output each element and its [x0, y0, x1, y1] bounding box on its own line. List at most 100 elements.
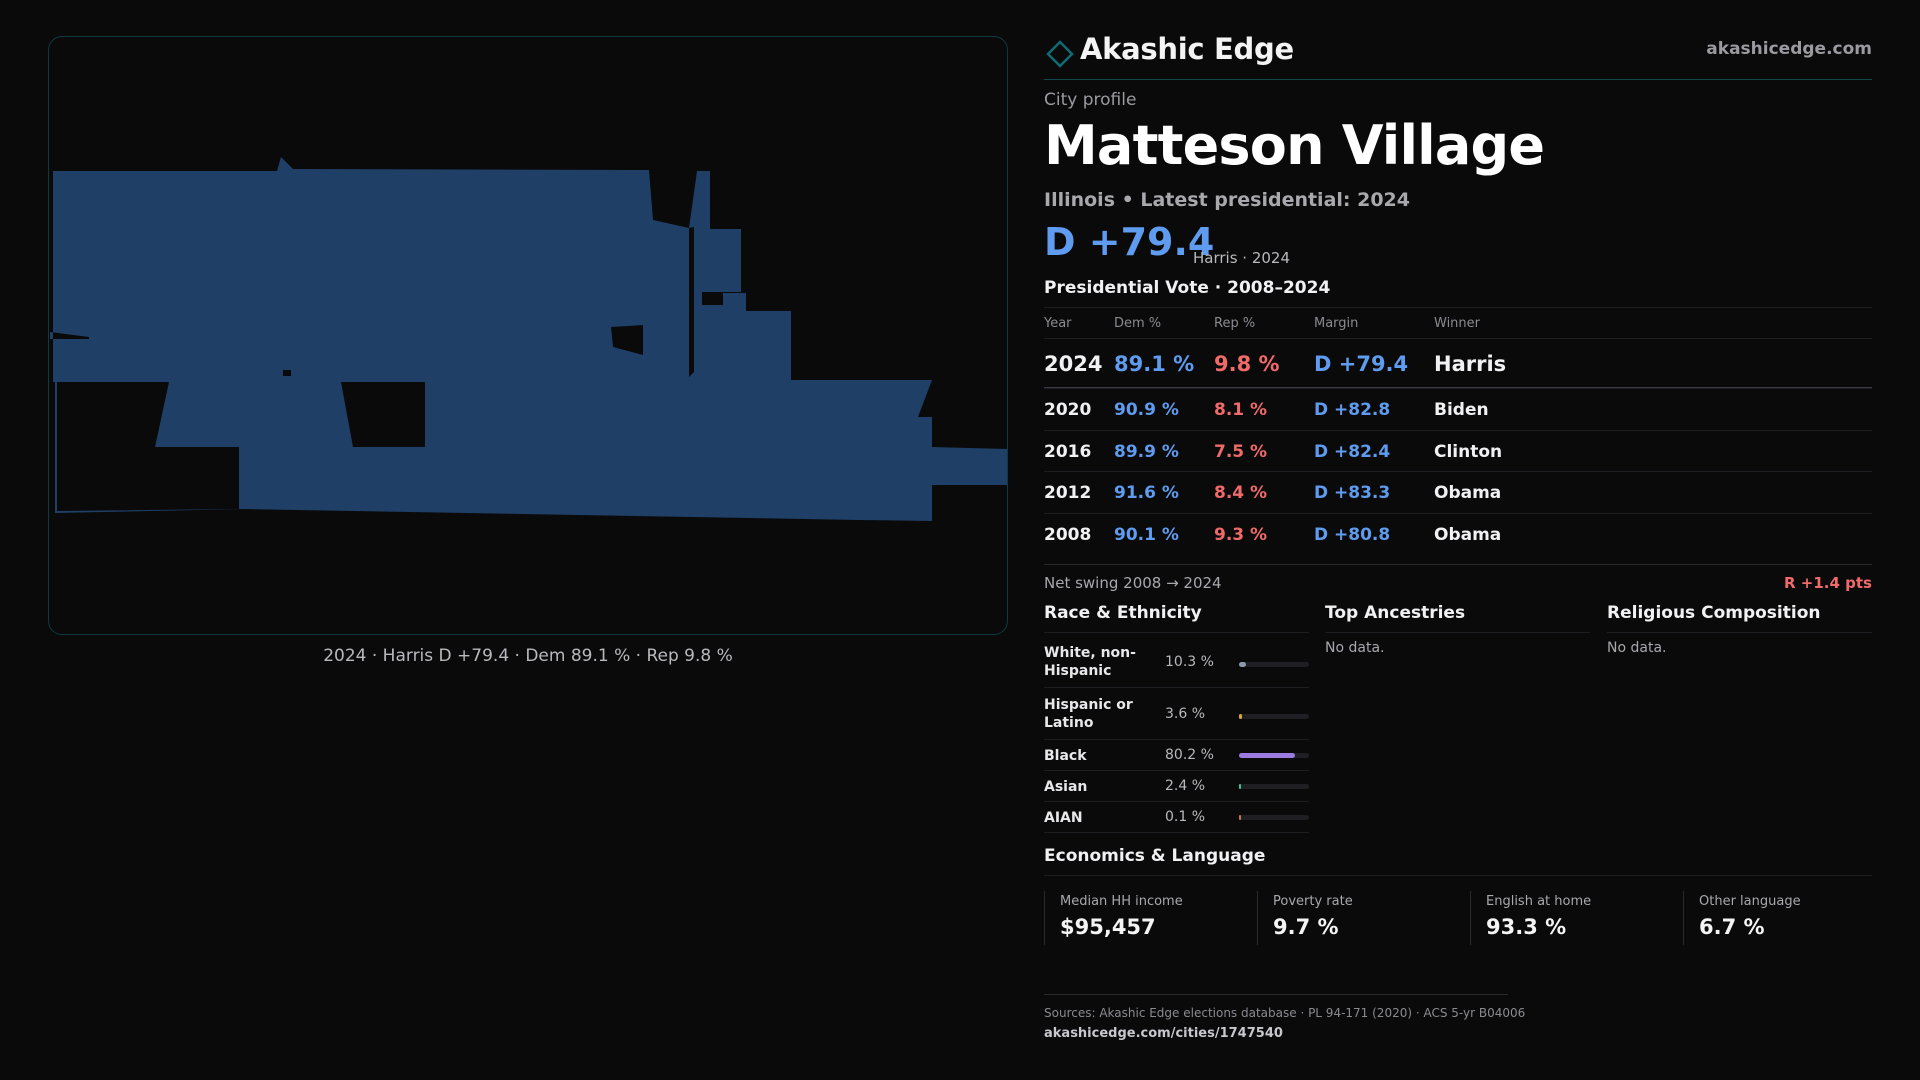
race-pct: 0.1 %: [1165, 809, 1206, 825]
table-row[interactable]: 2012 91.6 % 8.4 % D +83.3 Obama: [1044, 471, 1872, 513]
stat-median-income: Median HH income $95,457: [1044, 891, 1251, 945]
race-bar-fill: [1239, 753, 1296, 758]
header-dem: Dem %: [1114, 316, 1162, 331]
stat-value: 6.7 %: [1699, 915, 1765, 939]
brand-url-link[interactable]: akashicedge.com: [1706, 39, 1872, 59]
map-caption: 2024 · Harris D +79.4 · Dem 89.1 % · Rep…: [323, 646, 733, 666]
stat-value: 93.3 %: [1486, 915, 1567, 939]
race-label: AIAN: [1044, 810, 1083, 826]
race-ethnicity-list: White, non-Hispanic 10.3 % Hispanic or L…: [1044, 636, 1309, 833]
header-rep: Rep %: [1214, 316, 1256, 331]
race-bar: [1239, 753, 1309, 758]
row-rep-pct: 8.4 %: [1214, 483, 1268, 503]
race-row: AIAN 0.1 %: [1044, 802, 1309, 833]
race-row: White, non-Hispanic 10.3 %: [1044, 636, 1309, 688]
row-margin: D +83.3: [1314, 483, 1391, 503]
race-label: Asian: [1044, 779, 1088, 795]
city-profile-panel: Akashic Edge akashicedge.com City profil…: [1044, 0, 1872, 1080]
site-header: Akashic Edge akashicedge.com: [1044, 30, 1872, 80]
stat-value: 9.7 %: [1273, 915, 1339, 939]
table-header-row: Year Dem % Rep % Margin Winner: [1044, 307, 1872, 338]
race-bar: [1239, 784, 1309, 789]
race-bar-fill: [1239, 784, 1242, 789]
race-bar: [1239, 662, 1309, 667]
city-subtitle: Illinois • Latest presidential: 2024: [1044, 189, 1411, 211]
race-row: Asian 2.4 %: [1044, 771, 1309, 802]
table-row[interactable]: 2008 90.1 % 9.3 % D +80.8 Obama: [1044, 512, 1872, 555]
religion-section-title: Religious Composition: [1607, 603, 1821, 623]
row-year: 2016: [1044, 441, 1092, 462]
row-margin: D +82.8: [1314, 400, 1391, 420]
race-label: White, non-Hispanic: [1044, 645, 1136, 679]
row-dem-pct: 89.1 %: [1114, 352, 1195, 376]
race-bar-fill: [1239, 662, 1247, 667]
race-row: Hispanic or Latino 3.6 %: [1044, 688, 1309, 740]
row-winner: Clinton: [1434, 441, 1503, 462]
table-row[interactable]: 2016 89.9 % 7.5 % D +82.4 Clinton: [1044, 429, 1872, 472]
presidential-vote-table: Year Dem % Rep % Margin Winner 2024 89.1…: [1044, 307, 1872, 554]
page-title: Matteson Village: [1044, 114, 1545, 177]
latest-margin: D +79.4: [1044, 220, 1215, 264]
net-swing-row: Net swing 2008 → 2024 R +1.4 pts: [1044, 564, 1872, 594]
table-row[interactable]: 2024 89.1 % 9.8 % D +79.4 Harris: [1044, 338, 1872, 388]
row-margin: D +79.4: [1314, 352, 1409, 376]
row-rep-pct: 9.8 %: [1214, 352, 1280, 376]
economics-divider: [1044, 875, 1872, 876]
stat-poverty-rate: Poverty rate 9.7 %: [1257, 891, 1464, 945]
diamond-logo-icon: [1046, 40, 1074, 68]
race-pct: 3.6 %: [1165, 706, 1206, 722]
stat-label: English at home: [1486, 894, 1592, 909]
row-margin: D +80.8: [1314, 524, 1391, 545]
presidential-vote-title: Presidential Vote · 2008–2024: [1044, 278, 1331, 298]
stat-english-at-home: English at home 93.3 %: [1470, 891, 1677, 945]
row-winner: Biden: [1434, 400, 1489, 420]
brand-name[interactable]: Akashic Edge: [1080, 32, 1294, 66]
race-pct: 2.4 %: [1165, 778, 1206, 794]
race-bar: [1239, 714, 1309, 719]
row-dem-pct: 90.1 %: [1114, 524, 1179, 545]
row-rep-pct: 7.5 %: [1214, 441, 1268, 462]
race-divider: [1044, 632, 1309, 633]
race-row: Black 80.2 %: [1044, 740, 1309, 771]
row-winner: Obama: [1434, 524, 1502, 545]
row-rep-pct: 8.1 %: [1214, 400, 1268, 420]
row-winner: Harris: [1434, 352, 1507, 376]
race-pct: 10.3 %: [1165, 654, 1214, 670]
ancestries-section-title: Top Ancestries: [1325, 603, 1466, 623]
header-margin: Margin: [1314, 316, 1359, 331]
stat-label: Other language: [1699, 894, 1801, 909]
row-rep-pct: 9.3 %: [1214, 524, 1268, 545]
row-dem-pct: 89.9 %: [1114, 441, 1179, 462]
net-swing-label: Net swing 2008 → 2024: [1044, 574, 1222, 592]
table-row[interactable]: 2020 90.9 % 8.1 % D +82.8 Biden: [1044, 388, 1872, 430]
footer-divider: [1044, 994, 1508, 995]
header-winner: Winner: [1434, 316, 1481, 331]
latest-margin-note: Harris · 2024: [1193, 249, 1291, 267]
race-label: Hispanic or Latino: [1044, 697, 1133, 731]
race-bar-fill: [1239, 815, 1242, 820]
religion-empty: No data.: [1607, 640, 1667, 656]
race-bar: [1239, 815, 1309, 820]
race-bar-fill: [1239, 714, 1242, 719]
boundary-map[interactable]: [48, 36, 1008, 635]
page-kicker: City profile: [1044, 90, 1137, 110]
religion-divider: [1607, 632, 1872, 633]
stat-label: Poverty rate: [1273, 894, 1353, 909]
economics-section-title: Economics & Language: [1044, 846, 1266, 866]
ancestries-empty: No data.: [1325, 640, 1385, 656]
race-section-title: Race & Ethnicity: [1044, 603, 1202, 623]
row-year: 2012: [1044, 483, 1092, 503]
race-label: Black: [1044, 748, 1087, 764]
economics-stats: Median HH income $95,457 Poverty rate 9.…: [1044, 891, 1872, 945]
page-url-link[interactable]: akashicedge.com/cities/1747540: [1044, 1026, 1283, 1041]
city-boundary-shape: [50, 157, 1007, 521]
stat-other-language: Other language 6.7 %: [1683, 891, 1872, 945]
boundary-polygon: [50, 157, 1007, 521]
row-winner: Obama: [1434, 483, 1502, 503]
row-dem-pct: 91.6 %: [1114, 483, 1179, 503]
header-year: Year: [1044, 316, 1072, 331]
sources-note: Sources: Akashic Edge elections database…: [1044, 1006, 1526, 1020]
row-margin: D +82.4: [1314, 441, 1391, 462]
row-year: 2008: [1044, 524, 1092, 545]
stat-label: Median HH income: [1060, 894, 1183, 909]
